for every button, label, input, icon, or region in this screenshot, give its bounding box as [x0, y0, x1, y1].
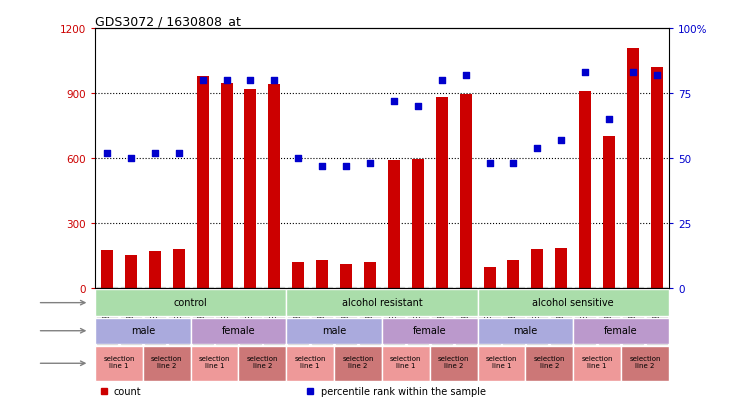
- Text: selection
line 2: selection line 2: [151, 355, 183, 368]
- Bar: [101, 251, 113, 289]
- Bar: [244, 90, 257, 289]
- Point: [580, 70, 591, 76]
- Text: selection
line 2: selection line 2: [534, 355, 565, 368]
- Text: selection
line 2: selection line 2: [246, 355, 279, 368]
- Text: alcohol sensitive: alcohol sensitive: [532, 297, 614, 307]
- Point: [173, 150, 184, 157]
- Bar: [173, 249, 185, 289]
- Bar: [526, 346, 573, 381]
- Text: selection
line 1: selection line 1: [485, 355, 518, 368]
- Point: [556, 137, 567, 144]
- Point: [460, 72, 471, 79]
- Point: [245, 78, 257, 84]
- Text: count: count: [114, 387, 142, 396]
- Point: [364, 161, 376, 167]
- Point: [268, 78, 280, 84]
- Text: selection
line 1: selection line 1: [199, 355, 230, 368]
- Point: [317, 163, 328, 170]
- Text: male: male: [513, 325, 537, 335]
- Bar: [382, 318, 477, 344]
- Bar: [334, 346, 382, 381]
- Text: control: control: [174, 297, 208, 307]
- Point: [436, 78, 447, 84]
- Bar: [651, 68, 663, 289]
- Bar: [287, 346, 334, 381]
- Text: male: male: [322, 325, 346, 335]
- Bar: [484, 267, 496, 289]
- Bar: [149, 252, 161, 289]
- Bar: [460, 95, 471, 289]
- Bar: [507, 261, 520, 289]
- Text: GDS3072 / 1630808_at: GDS3072 / 1630808_at: [95, 15, 241, 28]
- Point: [292, 155, 304, 162]
- Bar: [388, 161, 400, 289]
- Point: [412, 104, 424, 110]
- Bar: [340, 265, 352, 289]
- Bar: [556, 249, 567, 289]
- Bar: [531, 249, 543, 289]
- Point: [125, 155, 137, 162]
- Point: [388, 98, 400, 105]
- Bar: [603, 137, 615, 289]
- Point: [340, 163, 352, 170]
- Bar: [477, 318, 573, 344]
- Text: percentile rank within the sample: percentile rank within the sample: [321, 387, 485, 396]
- Bar: [627, 48, 639, 289]
- Bar: [191, 346, 238, 381]
- Text: selection
line 1: selection line 1: [390, 355, 422, 368]
- Bar: [477, 346, 526, 381]
- Text: selection
line 2: selection line 2: [342, 355, 374, 368]
- Bar: [382, 346, 430, 381]
- Bar: [191, 318, 287, 344]
- Bar: [573, 318, 669, 344]
- Bar: [95, 346, 143, 381]
- Point: [149, 150, 161, 157]
- Bar: [579, 92, 591, 289]
- Point: [101, 150, 113, 157]
- Bar: [143, 346, 191, 381]
- Text: selection
line 1: selection line 1: [103, 355, 135, 368]
- Point: [627, 70, 639, 76]
- Bar: [621, 346, 669, 381]
- Bar: [95, 318, 191, 344]
- Bar: [197, 76, 208, 289]
- Text: alcohol resistant: alcohol resistant: [341, 297, 423, 307]
- Point: [651, 72, 663, 79]
- Bar: [430, 346, 477, 381]
- Text: selection
line 1: selection line 1: [295, 355, 326, 368]
- Point: [197, 78, 208, 84]
- Point: [484, 161, 496, 167]
- Point: [531, 145, 543, 152]
- Point: [221, 78, 232, 84]
- Bar: [573, 346, 621, 381]
- Text: selection
line 2: selection line 2: [438, 355, 469, 368]
- Bar: [317, 261, 328, 289]
- Bar: [221, 84, 232, 289]
- Bar: [477, 290, 669, 316]
- Bar: [268, 85, 280, 289]
- Bar: [287, 290, 477, 316]
- Bar: [364, 263, 376, 289]
- Text: female: female: [413, 325, 447, 335]
- Text: female: female: [221, 325, 255, 335]
- Text: male: male: [131, 325, 155, 335]
- Bar: [238, 346, 287, 381]
- Bar: [292, 263, 304, 289]
- Bar: [412, 160, 424, 289]
- Bar: [95, 290, 287, 316]
- Point: [603, 116, 615, 123]
- Bar: [436, 98, 447, 289]
- Text: selection
line 2: selection line 2: [629, 355, 661, 368]
- Bar: [125, 255, 137, 289]
- Text: female: female: [605, 325, 638, 335]
- Bar: [287, 318, 382, 344]
- Point: [507, 161, 519, 167]
- Text: selection
line 1: selection line 1: [581, 355, 613, 368]
